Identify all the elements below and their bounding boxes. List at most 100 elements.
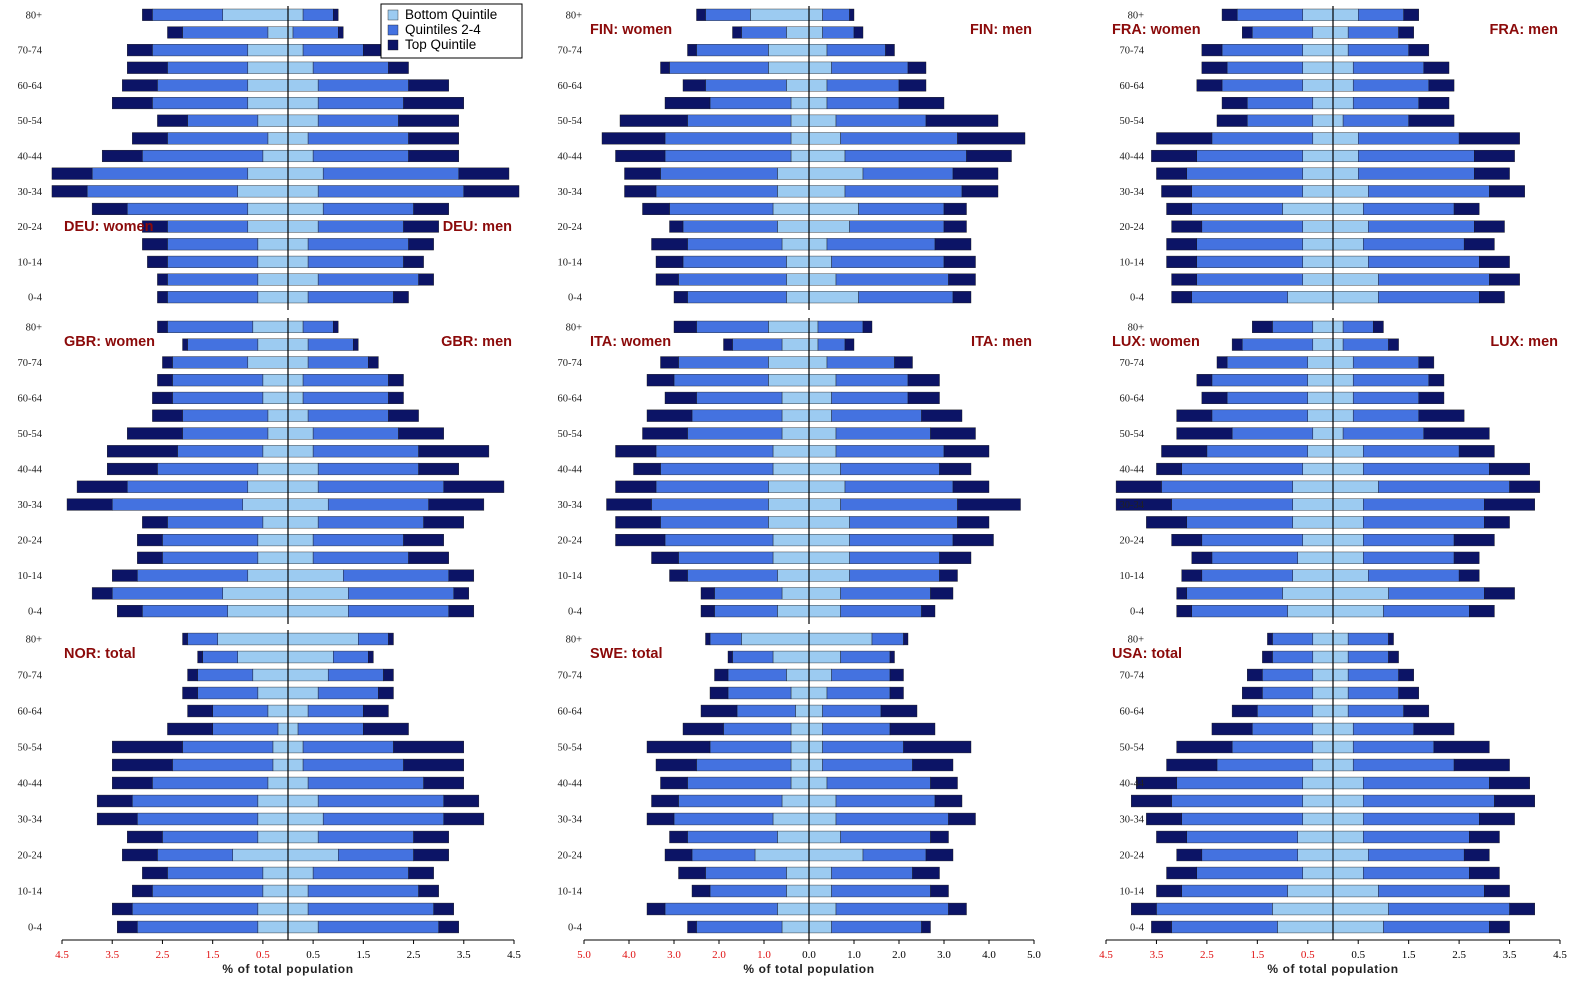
bar-right-bottom: [287, 884, 309, 898]
legend-swatch: [387, 9, 399, 21]
bar-right-mid: [1342, 427, 1424, 440]
bar-left-bottom: [257, 902, 289, 916]
bar-right-mid: [307, 255, 404, 268]
bar-left-mid: [732, 338, 783, 351]
bar-left-mid: [1241, 338, 1314, 351]
bar-left-top: [1156, 884, 1182, 898]
bar-right-mid: [835, 114, 927, 127]
bar-left-mid: [1226, 356, 1308, 369]
age-tick-label: 70-74: [1120, 46, 1145, 57]
bar-right-top: [443, 794, 480, 808]
bar-right-mid: [312, 551, 409, 564]
bar-right-top: [921, 605, 936, 618]
legend-box: [380, 3, 523, 59]
bar-right-bottom: [287, 409, 309, 422]
bar-left-mid: [660, 167, 778, 180]
bar-right-mid: [826, 356, 895, 369]
age-tick-label: 10-14: [18, 257, 43, 268]
bar-right-top: [907, 391, 940, 405]
bar-left-bottom: [790, 758, 810, 772]
bar-left-bottom: [257, 830, 289, 844]
bar-left-bottom: [262, 884, 289, 898]
bar-left-bottom: [257, 238, 289, 251]
bar-right-top: [413, 830, 449, 844]
bar-left-bottom: [790, 114, 810, 127]
bar-left-bottom: [267, 704, 289, 718]
bar-left-top: [732, 26, 742, 39]
age-tick-label: 20-24: [18, 851, 43, 862]
bar-left-mid: [655, 185, 778, 198]
bar-right-mid: [1363, 533, 1455, 547]
bar-left-mid: [727, 686, 792, 700]
bar-left-top: [655, 758, 697, 772]
bar-left-top: [1201, 44, 1223, 57]
bar-right-mid: [1363, 202, 1455, 215]
bar-left-bottom: [1302, 794, 1334, 808]
bar-left-bottom: [262, 516, 289, 529]
bar-right-mid: [307, 884, 419, 898]
bar-left-bottom: [1312, 132, 1334, 145]
bar-left-top: [137, 533, 163, 547]
bar-right-top: [849, 8, 855, 21]
bar-left-top: [696, 8, 706, 21]
x-axis-title: % of total population: [1267, 962, 1398, 976]
bar-right-bottom: [287, 255, 309, 268]
bar-right-mid: [1363, 866, 1470, 880]
bar-left-bottom: [257, 794, 289, 808]
bar-right-mid: [348, 587, 454, 600]
bar-left-bottom: [768, 356, 810, 369]
bar-right-top: [1403, 8, 1419, 21]
bar-left-mid: [687, 830, 778, 844]
bar-right-bottom: [1332, 551, 1364, 564]
bar-right-top: [889, 650, 895, 664]
bar-left-mid: [1262, 686, 1314, 700]
bar-right-mid: [822, 704, 882, 718]
age-tick-label: 0-4: [28, 293, 43, 304]
bar-left-mid: [1216, 758, 1314, 772]
age-tick-label: 80+: [1128, 635, 1145, 646]
bar-right-top: [403, 97, 464, 110]
bar-left-mid: [741, 26, 787, 39]
bar-left-mid: [177, 445, 264, 458]
bar-left-mid: [1226, 391, 1308, 405]
bar-left-mid: [127, 480, 249, 493]
bar-right-bottom: [1332, 758, 1354, 772]
bar-right-bottom: [808, 866, 832, 880]
bar-right-mid: [1368, 848, 1465, 862]
panel-title-left: LUX: women: [1112, 334, 1200, 350]
bar-right-top: [403, 758, 464, 772]
bar-right-bottom: [1332, 884, 1379, 898]
bar-left-mid: [705, 79, 787, 92]
bar-right-bottom: [287, 273, 319, 286]
bar-right-top: [333, 8, 339, 21]
bar-left-mid: [687, 427, 783, 440]
bar-left-top: [660, 776, 688, 790]
bar-right-mid: [822, 758, 913, 772]
bar-left-mid: [112, 587, 223, 600]
bar-left-bottom: [247, 202, 289, 215]
bar-right-mid: [1388, 587, 1485, 600]
bar-right-mid: [849, 533, 954, 547]
bar-right-mid: [317, 114, 399, 127]
bar-left-bottom: [1312, 338, 1334, 351]
bar-left-mid: [187, 338, 259, 351]
age-tick-label: 60-64: [18, 393, 43, 404]
age-tick-label: 40-44: [558, 465, 583, 476]
bar-right-bottom: [1332, 650, 1349, 664]
bar-left-top: [1136, 776, 1177, 790]
bar-left-top: [655, 255, 684, 268]
bar-right-bottom: [1332, 79, 1354, 92]
bar-left-mid: [1252, 26, 1314, 39]
bar-left-bottom: [777, 167, 810, 180]
bar-left-bottom: [257, 273, 289, 286]
bar-left-bottom: [1297, 551, 1334, 564]
bar-left-bottom: [1302, 44, 1334, 57]
age-tick-label: 70-74: [558, 46, 583, 57]
bar-left-bottom: [1312, 740, 1334, 754]
age-tick-label: 20-24: [18, 536, 43, 547]
bar-left-top: [106, 462, 158, 476]
bar-left-mid: [1161, 480, 1293, 493]
bar-left-top: [1241, 26, 1253, 39]
bar-right-top: [934, 794, 963, 808]
bar-left-bottom: [1307, 374, 1334, 387]
